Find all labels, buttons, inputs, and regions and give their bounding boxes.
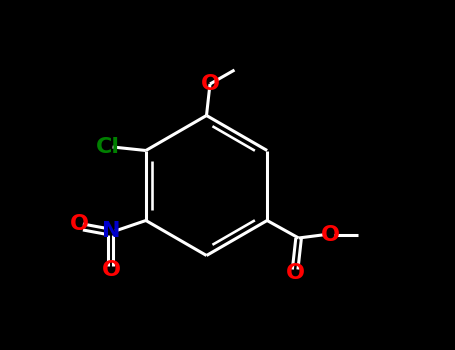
Text: O: O: [101, 259, 121, 280]
Text: O: O: [201, 74, 219, 94]
Text: O: O: [70, 214, 89, 234]
Text: N: N: [101, 221, 120, 241]
Text: Cl: Cl: [96, 137, 119, 157]
Text: O: O: [286, 263, 304, 283]
Text: O: O: [321, 224, 339, 245]
